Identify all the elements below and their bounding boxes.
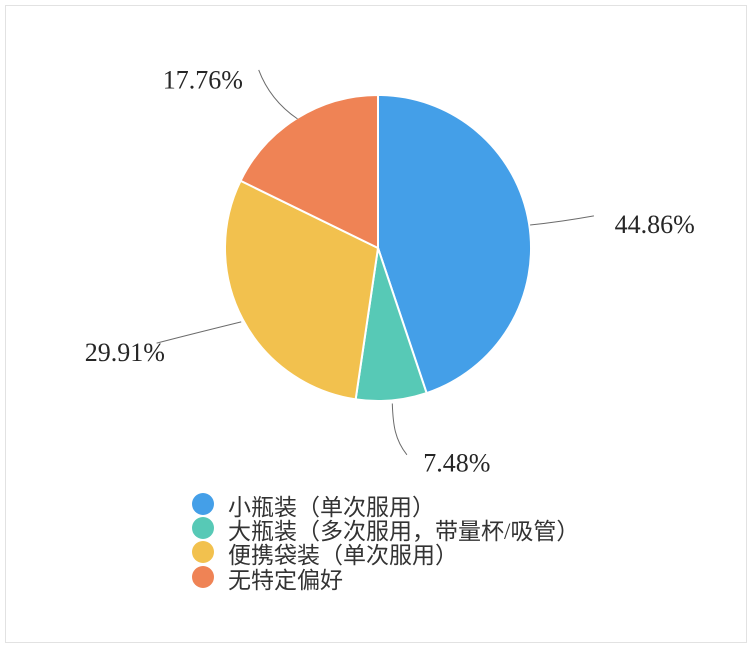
svg-text:44.86%: 44.86% xyxy=(615,210,695,239)
svg-text:29.91%: 29.91% xyxy=(85,338,165,367)
svg-text:7.48%: 7.48% xyxy=(423,449,490,478)
svg-text:17.76%: 17.76% xyxy=(163,66,243,95)
